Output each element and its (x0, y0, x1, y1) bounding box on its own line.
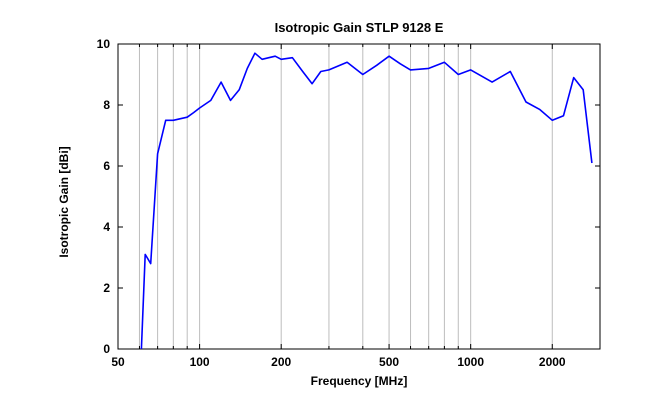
x-tick-label: 100 (190, 355, 210, 369)
x-tick-label: 500 (379, 355, 399, 369)
plot-frame (117, 43, 601, 350)
y-axis-label: Isotropic Gain [dBi] (57, 146, 71, 257)
ticks: 50 100 200 500 1000 2000 0 2 4 6 8 10 (97, 37, 600, 369)
y-tick-label: 2 (103, 281, 110, 295)
x-tick-label: 1000 (457, 355, 484, 369)
series (140, 52, 593, 350)
grid (138, 44, 553, 349)
chart-title: Isotropic Gain STLP 9128 E (275, 20, 444, 35)
x-tick-label: 50 (111, 355, 125, 369)
gain-series-line (140, 52, 593, 350)
y-tick-label: 6 (103, 159, 110, 173)
x-tick-label: 200 (271, 355, 291, 369)
y-tick-label: 8 (103, 98, 110, 112)
y-tick-label: 4 (103, 220, 110, 234)
y-tick-label: 0 (103, 342, 110, 356)
x-tick-label: 2000 (539, 355, 566, 369)
y-tick-label: 10 (97, 37, 111, 51)
x-axis-label: Frequency [MHz] (311, 374, 408, 388)
